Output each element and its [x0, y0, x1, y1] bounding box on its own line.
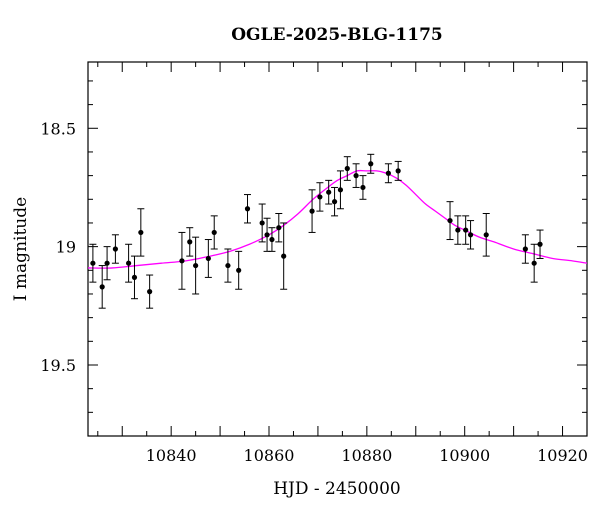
data-point	[454, 215, 462, 245]
data-point	[336, 170, 344, 210]
point-marker	[99, 284, 105, 290]
point-marker	[331, 199, 338, 205]
data-point	[343, 156, 351, 181]
point-marker	[337, 187, 344, 193]
data-point	[530, 243, 538, 283]
data-point	[178, 231, 186, 290]
point-marker	[138, 229, 144, 236]
data-point	[446, 201, 454, 241]
point-marker	[467, 232, 474, 238]
data-point	[258, 203, 266, 243]
point-marker	[326, 189, 332, 195]
point-marker	[385, 170, 391, 176]
x-tick-label: 10900	[439, 446, 490, 465]
point-marker	[193, 262, 199, 269]
data-point	[186, 227, 194, 257]
data-point	[394, 160, 402, 181]
point-marker	[126, 260, 132, 266]
data-point	[280, 222, 288, 290]
data-point	[125, 243, 133, 283]
x-tick-label: 10860	[244, 446, 295, 465]
data-point	[352, 163, 360, 188]
chart-title: OGLE-2025-BLG-1175	[231, 25, 443, 45]
data-point	[268, 227, 276, 252]
data-point	[462, 215, 470, 245]
data-point	[482, 212, 490, 257]
point-marker	[187, 239, 193, 245]
point-marker	[147, 289, 153, 295]
point-marker	[281, 253, 287, 259]
y-tick-label: 19.5	[40, 356, 76, 375]
data-point	[243, 194, 251, 224]
data-point	[111, 234, 119, 264]
point-marker	[90, 260, 96, 266]
point-marker	[225, 262, 231, 269]
point-marker	[353, 173, 359, 179]
data-point	[359, 175, 367, 200]
point-marker	[131, 274, 138, 281]
x-tick-label: 10880	[341, 446, 392, 465]
point-marker	[317, 194, 323, 200]
data-point	[275, 212, 283, 243]
y-tick-label: 19	[56, 238, 76, 257]
data-point	[146, 274, 154, 309]
data-point	[89, 243, 97, 283]
point-marker	[112, 246, 118, 252]
point-marker	[395, 168, 401, 174]
point-marker	[522, 246, 528, 252]
point-marker	[463, 227, 469, 233]
data-point	[137, 208, 145, 257]
data-point	[536, 229, 544, 259]
data-point	[224, 248, 232, 283]
point-marker	[264, 232, 270, 238]
point-marker	[211, 229, 217, 236]
point-marker	[483, 232, 489, 238]
x-axis-label: HJD - 2450000	[273, 479, 401, 499]
x-tick-label: 10840	[146, 446, 197, 465]
point-marker	[455, 227, 461, 233]
data-point	[98, 265, 106, 309]
data-point	[331, 186, 339, 217]
plot-frame	[87, 61, 588, 437]
point-marker	[531, 260, 537, 266]
point-marker	[269, 236, 275, 243]
model-curve	[87, 169, 588, 269]
point-marker	[368, 161, 374, 167]
data-point	[308, 189, 316, 233]
data-point	[204, 239, 212, 278]
point-marker	[309, 208, 315, 214]
data-point	[325, 179, 333, 205]
axis-tick-labels: 10840 10860 10880 10900 10920 18.5 19 19.5	[40, 119, 588, 465]
data-points	[89, 153, 544, 309]
data-point	[130, 255, 138, 300]
data-point	[210, 215, 218, 250]
point-marker	[236, 267, 242, 273]
y-tick-label: 18.5	[40, 119, 76, 138]
point-marker	[104, 260, 110, 266]
point-marker	[344, 165, 350, 172]
y-axis-label: I magnitude	[11, 197, 31, 301]
point-marker	[244, 206, 251, 212]
data-point	[521, 234, 529, 264]
point-marker	[537, 241, 543, 247]
data-point	[467, 220, 475, 250]
data-point	[103, 246, 111, 281]
data-point	[384, 163, 392, 184]
point-marker	[205, 255, 211, 262]
point-marker	[276, 225, 282, 231]
point-marker	[259, 220, 265, 226]
data-point	[192, 236, 200, 295]
data-point	[316, 182, 324, 212]
point-marker	[360, 184, 366, 191]
point-marker	[447, 217, 453, 224]
data-point	[367, 153, 375, 174]
x-tick-label: 10920	[537, 446, 588, 465]
axis-ticks	[88, 62, 588, 437]
point-marker	[179, 258, 185, 264]
data-point	[235, 250, 243, 290]
